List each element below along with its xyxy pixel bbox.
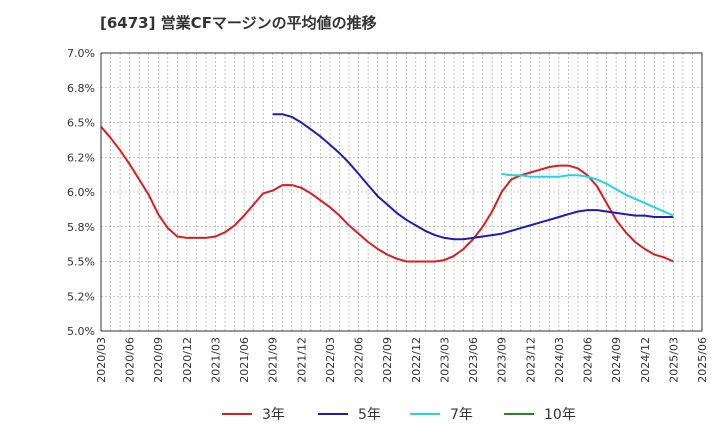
y-tick-label: 6.8% (67, 82, 95, 95)
y-tick-label: 5.8% (67, 221, 95, 234)
x-tick-label: 2024/03 (553, 337, 566, 383)
x-tick-label: 2020/06 (124, 337, 137, 383)
x-tick-label: 2024/12 (639, 337, 652, 383)
x-tick-label: 2021/06 (238, 337, 251, 383)
legend-label: 5年 (358, 407, 381, 423)
chart-title: [6473] 営業CFマージンの平均値の推移 (100, 14, 377, 32)
x-tick-label: 2021/03 (209, 337, 222, 383)
legend-swatch (222, 413, 252, 415)
legend-item: 10年 (504, 402, 576, 426)
series-line-0 (100, 126, 674, 263)
x-tick-label: 2020/09 (152, 337, 165, 383)
y-tick-label: 5.0% (67, 325, 95, 338)
y-tick-label: 7.0% (67, 47, 95, 60)
y-tick-label: 6.2% (67, 151, 95, 164)
plot-frame (100, 52, 703, 332)
legend-label: 7年 (450, 407, 473, 423)
x-tick-label: 2025/06 (696, 337, 709, 383)
y-tick-label: 5.2% (67, 290, 95, 303)
x-tick-label: 2024/09 (610, 337, 623, 383)
x-tick-label: 2022/03 (324, 337, 337, 383)
y-axis: 7.0% 6.8% 6.5% 6.2% 6.0% 5.8% 5.5% 5.2% 5.0% (67, 47, 95, 338)
y-tick-label: 5.5% (67, 256, 95, 269)
x-tick-label: 2025/03 (667, 337, 680, 383)
x-tick-label: 2022/06 (353, 337, 366, 383)
x-tick-label: 2023/06 (467, 337, 480, 383)
x-tick-label: 2023/03 (438, 337, 451, 383)
grid (100, 52, 703, 332)
series-line-2 (501, 172, 674, 217)
legend-item: 3年 (222, 402, 285, 426)
y-tick-label: 6.0% (67, 186, 95, 199)
x-axis: 2020/03 2020/06 2020/09 2020/12 2021/03 2021/… (95, 337, 709, 383)
y-tick-label: 6.5% (67, 117, 95, 130)
plot-border (100, 52, 703, 332)
legend-swatch (318, 413, 348, 415)
x-tick-label: 2020/12 (181, 337, 194, 383)
legend-swatch (410, 413, 440, 415)
x-tick-label: 2024/06 (582, 337, 595, 383)
legend-item: 7年 (410, 402, 473, 426)
x-tick-label: 2021/09 (267, 337, 280, 383)
series-line-1 (272, 113, 674, 241)
legend-label: 10年 (544, 407, 576, 423)
x-tick-label: 2023/12 (524, 337, 537, 383)
x-tick-label: 2023/09 (496, 337, 509, 383)
legend-item: 5年 (318, 402, 381, 426)
legend-label: 3年 (262, 407, 285, 423)
x-tick-label: 2022/09 (381, 337, 394, 383)
legend-swatch (504, 413, 534, 415)
x-tick-label: 2020/03 (95, 337, 108, 383)
x-tick-label: 2021/12 (295, 337, 308, 383)
x-tick-label: 2022/12 (410, 337, 423, 383)
series-lines (100, 113, 674, 263)
legend: 3年 5年 7年 10年 (0, 402, 720, 426)
